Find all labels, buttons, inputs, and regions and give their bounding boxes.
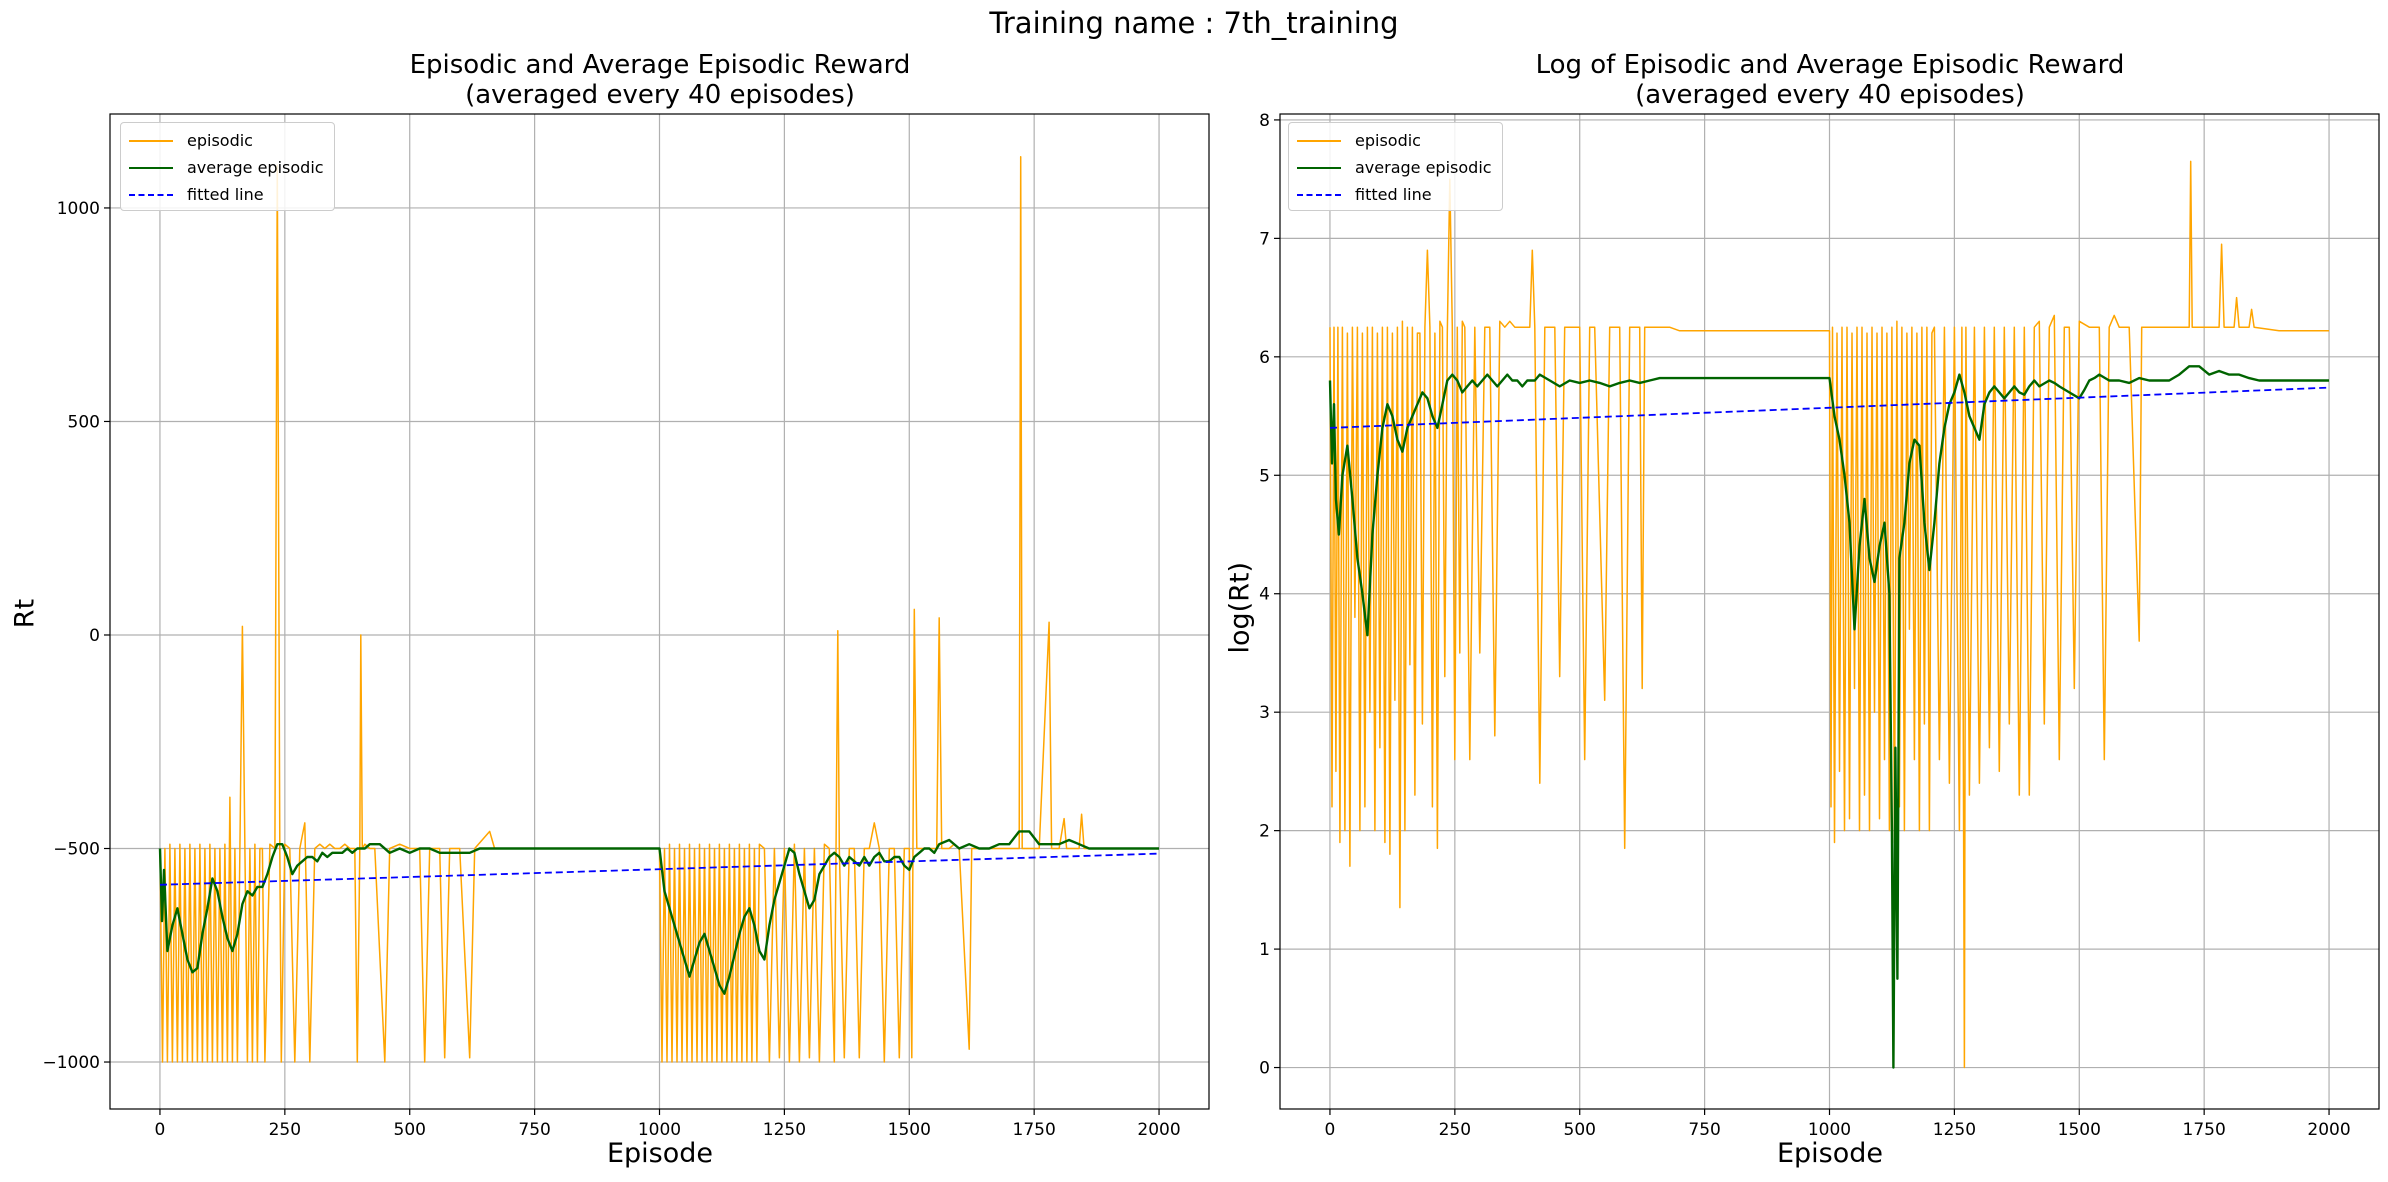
right-chart-y-tick-label: 0 <box>1259 1059 1270 1079</box>
legend-label-fitted-line: fitted line <box>187 185 264 204</box>
right-chart-y-tick-label: 5 <box>1259 466 1270 486</box>
legend-swatch-episodic <box>129 139 173 142</box>
right-chart-y-tick-label: 8 <box>1259 111 1270 131</box>
legend-entry-fitted-line: fitted line <box>1297 181 1492 208</box>
legend-entry-average-episodic: average episodic <box>1297 154 1492 181</box>
right-chart-plot: 0 250 500 750 1000 1250 1500 1750 2000 0 1 2 3 4 5 6 7 8 <box>1259 111 2380 1140</box>
right-chart-y-tick-label: 1 <box>1259 940 1270 960</box>
left-chart-series-episodic <box>159 155 1159 1063</box>
right-chart-x-tick-label: 1000 <box>1808 1120 1851 1140</box>
left-chart-y-tick-label: 500 <box>68 412 100 432</box>
left-chart-y-tick-label: 1000 <box>57 199 100 219</box>
legend-swatch-episodic <box>1297 139 1341 142</box>
legend-entry-fitted-line: fitted line <box>129 181 324 208</box>
right-chart-y-tick-label: 2 <box>1259 822 1270 842</box>
left-chart-series-average-episodic <box>158 830 1159 995</box>
left-chart-x-tick-label: 1500 <box>888 1120 931 1140</box>
right-chart-x-tick-label: 0 <box>1325 1120 1336 1140</box>
right-chart-x-tick-label: 1250 <box>1933 1120 1976 1140</box>
figure-title: Training name : 7th_training <box>989 6 1399 40</box>
legend-label-episodic: episodic <box>187 131 253 150</box>
legend-label-episodic: episodic <box>1355 131 1421 150</box>
right-chart-series-episodic <box>1329 160 2329 1069</box>
legend-entry-episodic: episodic <box>129 127 324 154</box>
left-chart-title-line2: (averaged every 40 episodes) <box>465 80 855 110</box>
right-chart-legend: episodic average episodic fitted line <box>1288 122 1503 211</box>
legend-entry-episodic: episodic <box>1297 127 1492 154</box>
left-chart-xlabel: Episode <box>606 1138 714 1169</box>
right-chart-x-tick-label: 250 <box>1439 1120 1471 1140</box>
left-chart-x-tick-label: 0 <box>155 1120 166 1140</box>
legend-label-average-episodic: average episodic <box>1355 158 1492 177</box>
right-chart-title: Log of Episodic and Average Episodic Rew… <box>1280 50 2380 110</box>
legend-entry-average-episodic: average episodic <box>129 154 324 181</box>
left-chart-plot: 0 250 500 750 1000 1250 1500 1750 2000 −1000 −500 0… <box>42 113 1210 1140</box>
right-chart-series-average-episodic <box>1328 365 2329 1069</box>
right-chart-xlabel: Episode <box>1776 1138 1884 1169</box>
left-chart-series-fitted-line <box>159 852 1160 886</box>
left-chart-title-line1: Episodic and Average Episodic Reward <box>409 50 911 80</box>
left-chart-y-tick-label: −1000 <box>42 1053 100 1073</box>
legend-label-average-episodic: average episodic <box>187 158 324 177</box>
left-chart-x-tick-label: 1750 <box>1013 1120 1056 1140</box>
right-chart-x-tick-label: 750 <box>1688 1120 1720 1140</box>
right-chart-series-fitted-line <box>1329 386 2330 429</box>
left-chart-y-tick-label: 0 <box>89 626 100 646</box>
legend-swatch-fitted-line <box>1297 193 1341 196</box>
legend-label-fitted-line: fitted line <box>1355 185 1432 204</box>
left-chart-title: Episodic and Average Episodic Reward (av… <box>110 50 1210 110</box>
right-chart-series-group <box>1328 160 2330 1069</box>
left-chart-x-tick-label: 750 <box>518 1120 550 1140</box>
right-chart-x-tick-label: 500 <box>1564 1120 1596 1140</box>
left-chart-legend: episodic average episodic fitted line <box>120 122 335 211</box>
right-chart-y-tick-label: 7 <box>1259 229 1270 249</box>
left-chart-x-tick-label: 2000 <box>1137 1120 1180 1140</box>
legend-swatch-fitted-line <box>129 193 173 196</box>
left-chart-x-tick-label: 1000 <box>638 1120 681 1140</box>
right-chart-x-tick-label: 1500 <box>2058 1120 2101 1140</box>
right-chart-y-tick-label: 4 <box>1259 585 1270 605</box>
right-chart-title-line2: (averaged every 40 episodes) <box>1635 80 2025 110</box>
right-chart-title-line1: Log of Episodic and Average Episodic Rew… <box>1535 50 2125 80</box>
legend-swatch-average-episodic <box>1297 166 1341 169</box>
right-chart-x-tick-label: 1750 <box>2183 1120 2226 1140</box>
right-chart-y-tick-label: 6 <box>1259 348 1270 368</box>
left-chart-x-tick-label: 1250 <box>763 1120 806 1140</box>
left-chart-series-group <box>158 155 1160 1063</box>
legend-swatch-average-episodic <box>129 166 173 169</box>
right-chart-x-tick-label: 2000 <box>2307 1120 2350 1140</box>
left-chart-x-tick-label: 500 <box>394 1120 426 1140</box>
left-chart-y-tick-label: −500 <box>53 840 100 860</box>
left-chart-x-tick-label: 250 <box>269 1120 301 1140</box>
right-chart-y-tick-label: 3 <box>1259 703 1270 723</box>
